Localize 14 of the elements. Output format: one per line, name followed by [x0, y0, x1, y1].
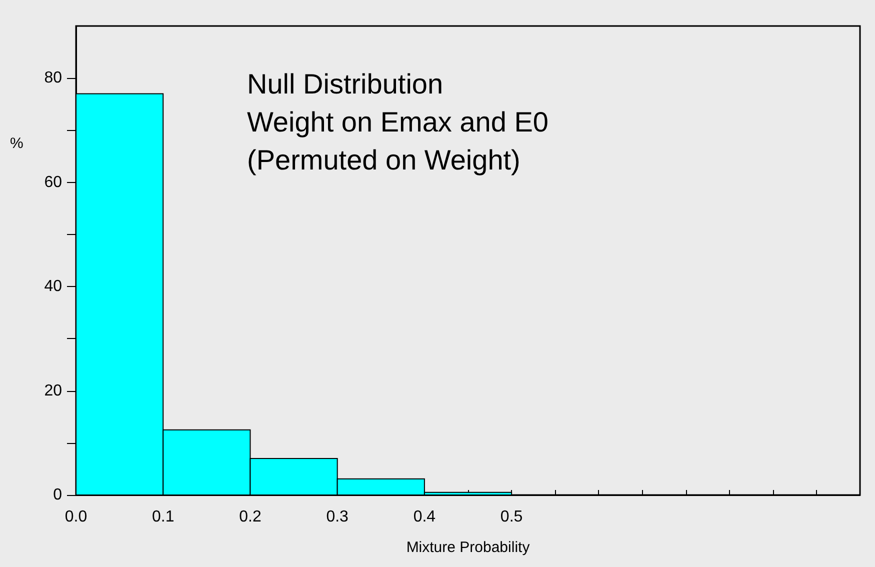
x-axis-title: Mixture Probability: [406, 539, 530, 556]
x-tick-label: 0.1: [152, 508, 174, 526]
x-tick-label: 0.3: [326, 508, 349, 526]
x-tick-label: 0.2: [239, 508, 262, 526]
y-tick-label: 0: [53, 486, 62, 504]
x-tick-label: 0.5: [500, 508, 523, 526]
y-tick-label: 80: [44, 70, 62, 87]
text: Null Distribution Weight on Emax and E0 (Permuted on Weight): [247, 68, 548, 176]
y-tick-label: 40: [44, 278, 62, 296]
x-tick-label: 0.0: [64, 508, 88, 526]
y-tick-label: 60: [44, 174, 62, 191]
y-tick-label: 20: [44, 382, 62, 400]
y-axis-title: %: [10, 135, 24, 152]
x-tick-label: 0.4: [413, 508, 436, 526]
